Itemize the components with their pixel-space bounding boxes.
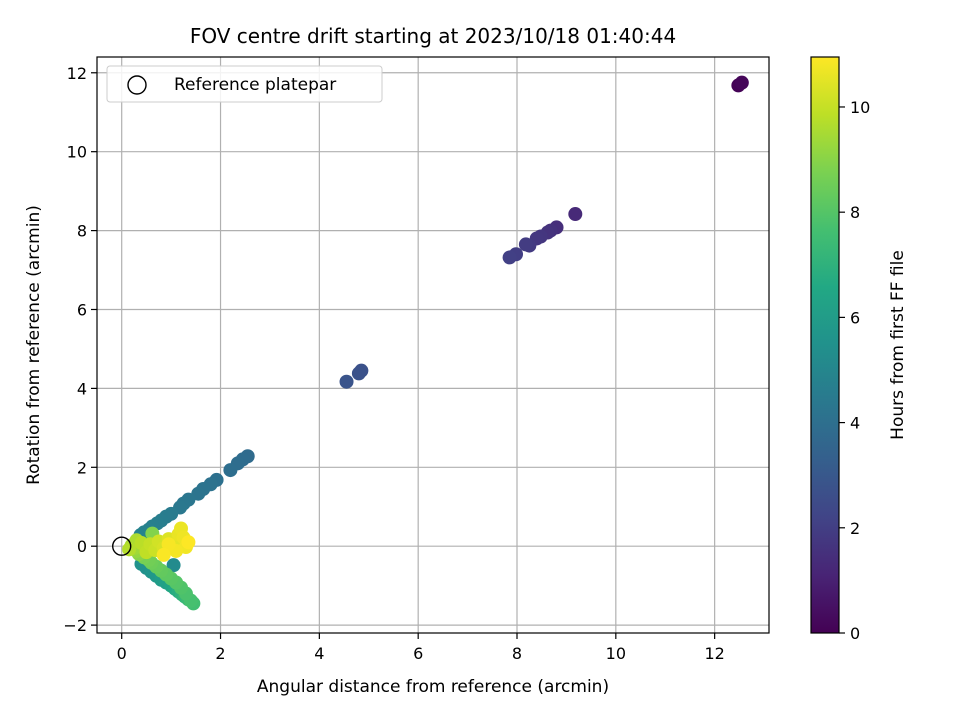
scatter-point [181,535,196,550]
colorbar-ticks: 0 2 4 6 8 10 [839,98,870,643]
scatter-point [161,537,176,552]
y-axis-ticks: −2 0 2 4 6 8 10 12 [63,64,97,635]
scatter-point [734,75,749,90]
scatter-point [502,250,517,265]
scatter-point [122,542,137,557]
colorbar-label: Hours from first FF file [888,250,908,440]
colorbar-tick-label: 0 [850,624,860,643]
chart-title: FOV centre drift starting at 2023/10/18 … [190,24,676,48]
legend-box [106,65,383,103]
reference-platepar-marker [112,536,132,556]
y-axis-label: Rotation from reference (arcmin) [24,205,44,485]
y-tick-label: 12 [67,64,87,83]
y-tick-label: 10 [67,143,87,162]
x-tick-label: 6 [413,644,423,663]
scatter-point [223,463,238,478]
colorbar-tick-label: 10 [850,98,870,117]
y-tick-label: 8 [77,222,87,241]
x-axis-label: Angular distance from reference (arcmin) [257,677,609,697]
x-tick-label: 10 [606,644,626,663]
data-points [122,75,749,611]
plot-background [97,57,769,633]
colorbar: 0 2 4 6 8 10 [810,56,870,643]
colorbar-tick-label: 2 [850,519,860,538]
colorbar-tick-label: 6 [850,308,860,327]
x-axis-ticks: 0 2 4 6 8 10 12 [117,633,725,663]
plot-frame [96,56,770,634]
x-tick-label: 8 [512,644,522,663]
scatter-point [166,558,181,573]
y-tick-label: 4 [77,379,87,398]
scatter-point [339,374,354,389]
colorbar-tick-label: 8 [850,203,860,222]
y-tick-label: 0 [77,537,87,556]
scatter-point [156,547,171,562]
scatter-point [351,366,366,381]
y-tick-label: 6 [77,300,87,319]
grid-lines [97,57,769,633]
x-tick-label: 12 [704,644,724,663]
plot-area: 0 2 4 6 8 10 12 −2 0 2 4 6 8 10 12 [63,56,770,663]
x-tick-label: 4 [314,644,324,663]
colorbar-gradient [811,57,839,633]
legend: Reference platepar [106,65,383,103]
colorbar-frame [810,56,840,634]
x-tick-label: 2 [215,644,225,663]
x-tick-label: 0 [117,644,127,663]
colorbar-tick-label: 4 [850,414,860,433]
y-tick-label: −2 [63,616,87,635]
y-tick-label: 2 [77,458,87,477]
scatter-point [568,207,583,222]
legend-marker-open-circle [127,75,147,95]
scatter-point [518,237,533,252]
legend-entry-reference-platepar: Reference platepar [174,75,336,95]
